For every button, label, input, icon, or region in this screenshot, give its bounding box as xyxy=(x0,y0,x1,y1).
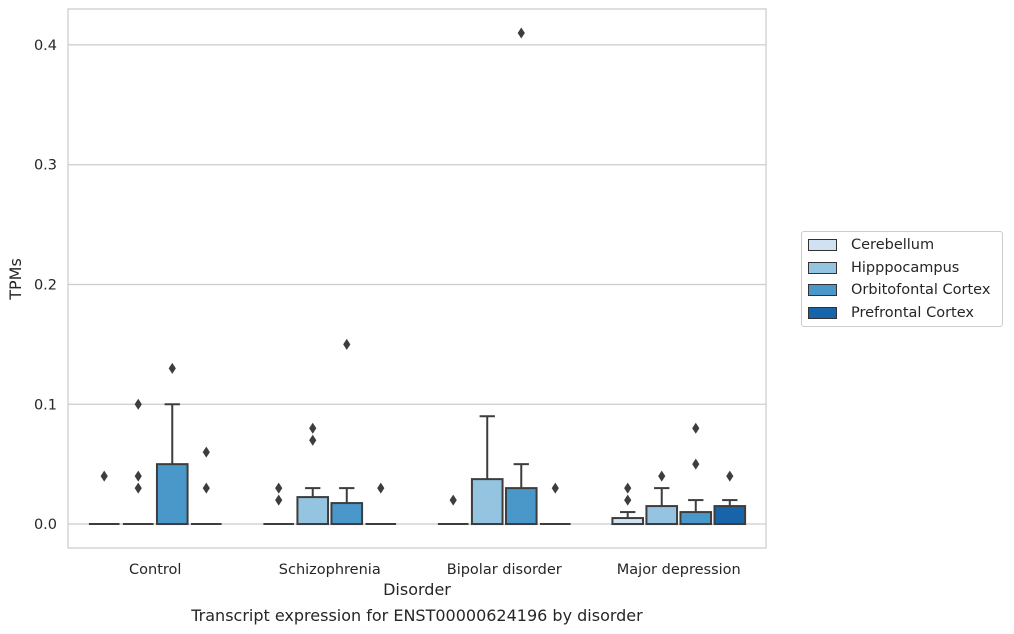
box-group xyxy=(263,482,295,526)
outlier-point xyxy=(624,494,632,506)
outlier-point xyxy=(100,470,108,482)
outlier-point xyxy=(517,27,525,39)
outlier-point xyxy=(275,482,283,494)
legend-item-hipppocampus: Hipppocampus xyxy=(808,258,959,278)
outlier-point xyxy=(692,422,700,434)
box-group xyxy=(679,422,713,526)
box-group xyxy=(155,362,189,526)
y-tick-label: 0.1 xyxy=(34,397,57,413)
box-group xyxy=(122,398,154,526)
outlier-point xyxy=(134,482,142,494)
outlier-point xyxy=(309,422,317,434)
y-tick-label: 0.2 xyxy=(34,277,57,293)
box xyxy=(470,478,504,526)
box-group xyxy=(365,482,397,526)
legend-label-prefrontal-cortex: Prefrontal Cortex xyxy=(851,305,974,321)
box-group xyxy=(504,27,538,526)
box-group xyxy=(645,470,679,526)
box xyxy=(645,505,679,526)
box-group xyxy=(539,482,571,526)
box xyxy=(330,502,364,526)
outlier-point xyxy=(343,338,351,350)
outlier-point xyxy=(202,482,210,494)
outlier-point xyxy=(692,458,700,470)
box-group xyxy=(611,482,645,526)
x-tick-label: Bipolar disorder xyxy=(447,562,562,578)
outlier-point xyxy=(202,446,210,458)
legend-item-orbitofontal-cortex: Orbitofontal Cortex xyxy=(808,280,990,300)
legend-label-cerebellum: Cerebellum xyxy=(851,237,935,253)
outlier-point xyxy=(726,470,734,482)
legend: Cerebellum Hipppocampus Orbitofontal Cor… xyxy=(801,231,1003,327)
box xyxy=(713,505,747,526)
y-axis-label: TPMs xyxy=(6,258,25,301)
box-group xyxy=(470,415,504,526)
x-tick-label: Schizophrenia xyxy=(279,562,381,578)
outlier-point xyxy=(275,494,283,506)
x-tick-labels: Control Schizophrenia Bipolar disorder Majo… xyxy=(129,562,741,578)
outlier-point xyxy=(134,398,142,410)
y-tick-label: 0.0 xyxy=(34,517,57,533)
legend-item-prefrontal-cortex: Prefrontal Cortex xyxy=(808,303,974,323)
outlier-point xyxy=(168,362,176,374)
legend-swatch-hipppocampus xyxy=(808,262,837,274)
legend-label-hipppocampus: Hipppocampus xyxy=(851,260,960,276)
box-group xyxy=(437,494,469,526)
outlier-point xyxy=(134,470,142,482)
x-tick-label: Control xyxy=(129,562,181,578)
plot-area-frame xyxy=(67,8,767,549)
legend-swatch-orbitofontal-cortex xyxy=(808,284,837,296)
x-tick-label: Major depression xyxy=(617,562,741,578)
box xyxy=(155,463,189,526)
y-tick-labels: 0.0 0.1 0.2 0.3 0.4 xyxy=(34,38,57,533)
outlier-point xyxy=(658,470,666,482)
box-group xyxy=(88,470,120,526)
box-marks xyxy=(88,27,747,526)
x-axis-label: Disorder xyxy=(383,580,451,599)
box xyxy=(296,496,330,526)
box-group xyxy=(190,446,222,526)
y-tick-label: 0.3 xyxy=(34,158,57,174)
box xyxy=(679,511,713,526)
legend-swatch-cerebellum xyxy=(808,239,837,251)
legend-label-orbitofontal-cortex: Orbitofontal Cortex xyxy=(851,282,991,298)
legend-swatch-prefrontal-cortex xyxy=(808,307,837,319)
box-group xyxy=(330,338,364,526)
outlier-point xyxy=(624,482,632,494)
outlier-point xyxy=(551,482,559,494)
box xyxy=(504,487,538,526)
box-group xyxy=(713,470,747,526)
figure-caption: Transcript expression for ENST0000062419… xyxy=(191,606,643,625)
y-tick-label: 0.4 xyxy=(34,38,57,54)
outlier-point xyxy=(449,494,457,506)
outlier-point xyxy=(377,482,385,494)
box-group xyxy=(296,422,330,526)
outlier-point xyxy=(309,434,317,446)
legend-item-cerebellum: Cerebellum xyxy=(808,235,934,255)
